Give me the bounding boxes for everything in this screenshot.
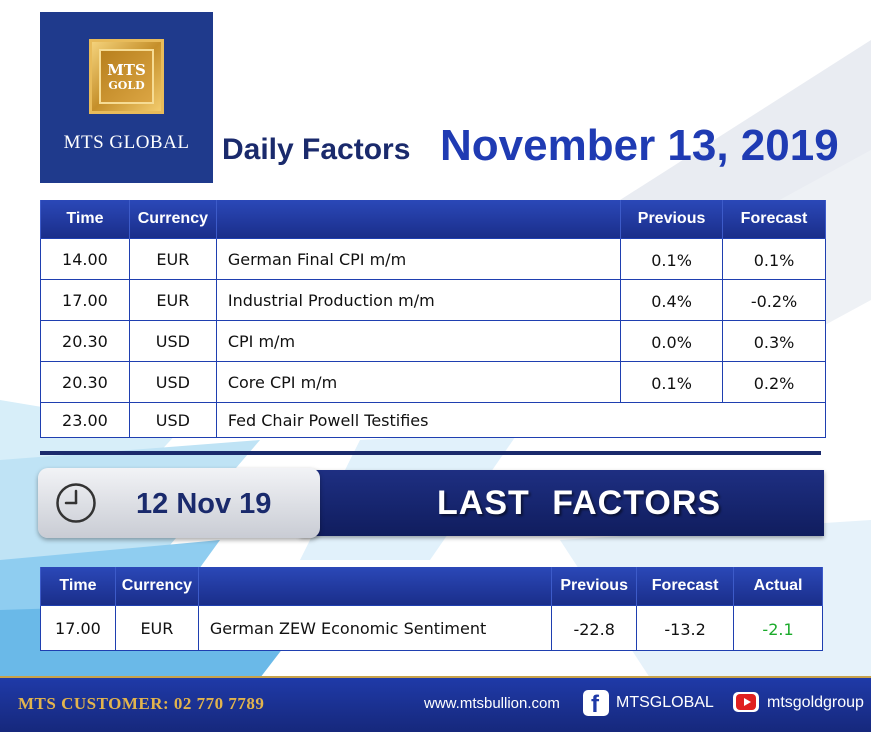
table-header-row: Time Currency Previous Forecast — [40, 200, 826, 239]
badge-text-line2: GOLD — [108, 78, 145, 92]
cell-time: 17.00 — [40, 279, 130, 321]
table-row: 17.00 EUR Industrial Production m/m 0.4%… — [40, 279, 826, 321]
cell-previous: 0.4% — [620, 279, 724, 321]
cell-forecast: -0.2% — [722, 279, 826, 321]
cell-time: 23.00 — [40, 402, 130, 438]
table-header-row: Time Currency Previous Forecast Actual — [40, 567, 823, 606]
youtube-link[interactable]: mtsgoldgroup — [767, 694, 864, 711]
last-factors-title: LAST FACTORS — [437, 484, 722, 522]
cell-currency: EUR — [128, 279, 217, 321]
cell-previous: 0.0% — [620, 320, 724, 362]
last-factors-date-panel: 12 Nov 19 — [38, 468, 320, 538]
cell-time: 20.30 — [40, 361, 130, 403]
cell-event: German Final CPI m/m — [215, 238, 622, 280]
header-time: Time — [40, 200, 130, 239]
header-event — [215, 200, 622, 239]
headline-label: Daily Factors — [222, 133, 411, 166]
cell-forecast: 0.2% — [722, 361, 826, 403]
table-row: 20.30 USD CPI m/m 0.0% 0.3% — [40, 320, 826, 362]
cell-event: CPI m/m — [215, 320, 622, 362]
cell-previous: 0.1% — [620, 361, 724, 403]
cell-currency: USD — [128, 361, 217, 403]
cell-previous: 0.1% — [620, 238, 724, 280]
clock-icon — [56, 483, 96, 523]
headline-date: November 13, 2019 — [440, 121, 839, 170]
website-link[interactable]: www.mtsbullion.com — [424, 695, 560, 712]
cell-previous: -22.8 — [551, 605, 638, 651]
cell-time: 20.30 — [40, 320, 130, 362]
table-row: 23.00 USD Fed Chair Powell Testifies — [40, 402, 827, 438]
cell-forecast: 0.3% — [722, 320, 826, 362]
cell-actual: -2.1 — [733, 605, 823, 651]
badge-text-line1: MTS — [107, 60, 146, 79]
cell-currency: USD — [128, 402, 217, 438]
cell-forecast: -13.2 — [636, 605, 735, 651]
cell-event: Industrial Production m/m — [215, 279, 622, 321]
header-actual: Actual — [733, 567, 823, 606]
logo-company-name: MTS GLOBAL — [63, 132, 190, 153]
facebook-icon-glyph: f — [591, 691, 599, 718]
header-currency: Currency — [128, 200, 217, 239]
header-forecast: Forecast — [636, 567, 735, 606]
facebook-link[interactable]: MTSGLOBAL — [616, 694, 714, 711]
last-factors-banner: LAST FACTORS — [300, 470, 824, 536]
header-previous: Previous — [551, 567, 638, 606]
last-factors-date: 12 Nov 19 — [136, 488, 272, 520]
daily-factors-table: Time Currency Previous Forecast 14.00 EU… — [40, 200, 827, 438]
company-logo: MTS GOLD MTS GLOBAL — [40, 12, 213, 183]
cell-forecast: 0.1% — [722, 238, 826, 280]
table-row: 14.00 EUR German Final CPI m/m 0.1% 0.1% — [40, 238, 826, 280]
gold-badge-logo: MTS GOLD — [89, 39, 164, 114]
last-factors-table: Time Currency Previous Forecast Actual 1… — [40, 567, 823, 651]
table-row: 20.30 USD Core CPI m/m 0.1% 0.2% — [40, 361, 826, 403]
cell-event: Core CPI m/m — [215, 361, 622, 403]
cell-time: 17.00 — [40, 605, 116, 651]
facebook-icon[interactable]: f — [583, 690, 609, 718]
cell-currency: EUR — [114, 605, 199, 651]
cell-event: Fed Chair Powell Testifies — [215, 402, 827, 438]
customer-hotline: MTS CUSTOMER: 02 770 7789 — [18, 694, 265, 713]
youtube-icon[interactable] — [733, 692, 759, 712]
cell-currency: EUR — [128, 238, 217, 280]
footer-accent-line — [0, 676, 871, 678]
header-forecast: Forecast — [722, 200, 826, 239]
header-previous: Previous — [620, 200, 724, 239]
footer-bar: MTS CUSTOMER: 02 770 7789 www.mtsbullion… — [0, 678, 871, 732]
cell-event: German ZEW Economic Sentiment — [197, 605, 553, 651]
cell-time: 14.00 — [40, 238, 130, 280]
section-divider — [40, 451, 821, 455]
table-row: 17.00 EUR German ZEW Economic Sentiment … — [40, 605, 823, 651]
cell-currency: USD — [128, 320, 217, 362]
header-time: Time — [40, 567, 116, 606]
header-event — [197, 567, 553, 606]
header-currency: Currency — [114, 567, 199, 606]
